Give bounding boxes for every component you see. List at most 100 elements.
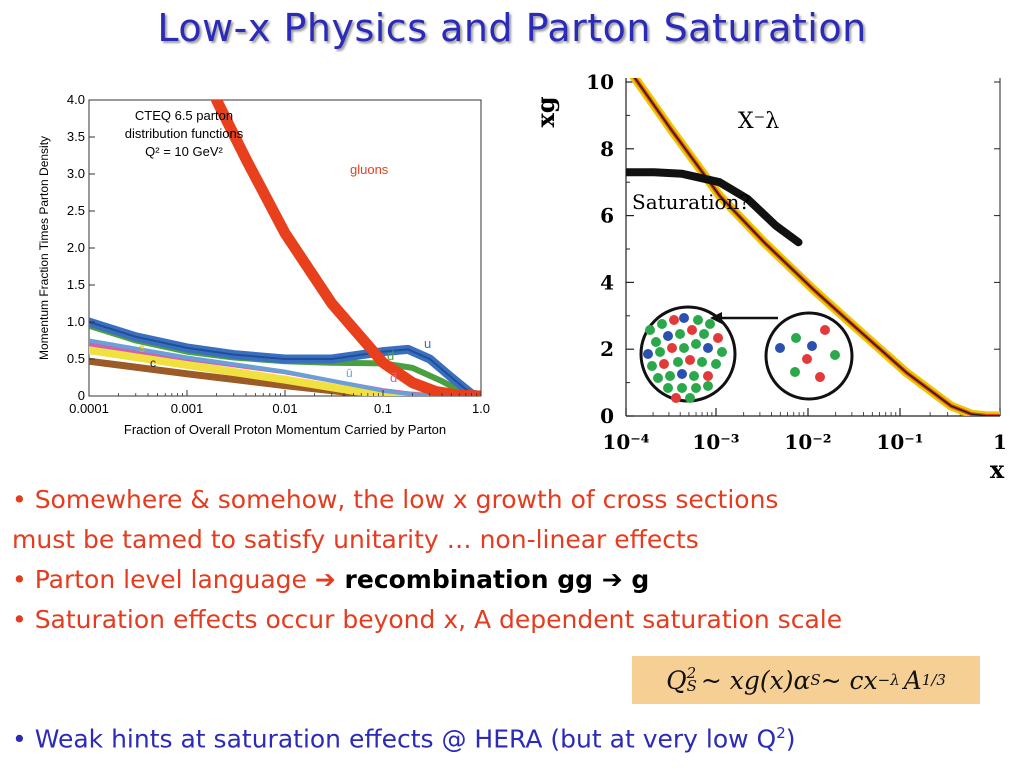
gluon-dot bbox=[703, 381, 713, 391]
gluon-dot bbox=[713, 333, 723, 343]
right-y-tick-label: 2 bbox=[600, 337, 614, 361]
right-x-axis-label: x bbox=[990, 455, 1005, 484]
formula-Q-sub: S bbox=[686, 677, 697, 695]
gluon-dot bbox=[677, 383, 687, 393]
gluon-dot bbox=[651, 337, 661, 347]
gluon-dot bbox=[669, 315, 679, 325]
gluon-dot bbox=[671, 393, 681, 403]
gluon-dot bbox=[697, 357, 707, 367]
bullet-unitarity-line2: must be tamed to satisfy unitarity … non… bbox=[12, 525, 699, 554]
right-y-tick-label: 8 bbox=[600, 137, 614, 161]
gluon-dot bbox=[830, 350, 840, 360]
gluon-dot bbox=[679, 343, 689, 353]
right-annotation-power: X⁻λ bbox=[738, 109, 779, 134]
gluon-dot bbox=[802, 354, 812, 364]
band-5 bbox=[89, 346, 434, 396]
gluon-dot bbox=[647, 361, 657, 371]
gluon-dot bbox=[657, 319, 667, 329]
left-y-axis-label: Momentum Fraction Times Parton Density bbox=[37, 136, 51, 360]
left-annotation-line3: Q² = 10 GeV² bbox=[145, 144, 223, 159]
bullet-parton-text: • Parton level language bbox=[12, 565, 315, 594]
formula-A: A bbox=[903, 665, 922, 695]
power-law-curve bbox=[634, 78, 1000, 416]
slide-title: Low-x Physics and Parton Saturation bbox=[157, 6, 867, 50]
formula-Q: Q bbox=[666, 665, 687, 695]
bullet-hera-hints: • Weak hints at saturation effects @ HER… bbox=[12, 724, 796, 753]
gluon-dot bbox=[717, 347, 727, 357]
left-x-tick-label: 0.01 bbox=[272, 401, 297, 416]
left-y-tick-label: 2.5 bbox=[67, 203, 85, 218]
hera-text: • Weak hints at saturation effects @ HER… bbox=[12, 724, 777, 754]
gluon-dot bbox=[685, 393, 695, 403]
gluon-dot bbox=[665, 371, 675, 381]
left-y-tick-label: 3.0 bbox=[67, 166, 85, 181]
gluon-dot bbox=[677, 369, 687, 379]
right-y-tick-label: 4 bbox=[600, 270, 614, 294]
bullet-saturation-scale: • Saturation effects occur beyond x, A d… bbox=[12, 605, 843, 634]
gluon-dot bbox=[691, 339, 701, 349]
gluon-dot bbox=[645, 325, 655, 335]
label-s: s bbox=[139, 341, 145, 355]
formula-exp: −λ bbox=[877, 671, 900, 689]
left-y-tick-label: 1.5 bbox=[67, 277, 85, 292]
left-y-tick-label: 0 bbox=[78, 388, 85, 403]
right-y-tick-label: 10 bbox=[586, 72, 614, 94]
left-x-tick-label: 0.0001 bbox=[69, 401, 109, 416]
gluon-dot bbox=[673, 357, 683, 367]
hera-sup: 2 bbox=[776, 724, 786, 742]
recombination-diagram bbox=[639, 305, 854, 403]
arrow-icon: ➔ bbox=[601, 565, 623, 594]
gluon-dot bbox=[679, 313, 689, 323]
left-y-tick-label: 4.0 bbox=[67, 92, 85, 107]
left-annotation-line1: CTEQ 6.5 parton bbox=[135, 108, 233, 123]
gluon-dot bbox=[775, 343, 785, 353]
gluon-dot bbox=[705, 319, 715, 329]
left-x-axis-label: Fraction of Overall Proton Momentum Carr… bbox=[124, 422, 446, 437]
label-dbar: d̄ bbox=[390, 370, 397, 385]
label-gluons: gluons bbox=[350, 162, 389, 177]
right-x-tick-label: 10⁻³ bbox=[692, 430, 739, 454]
left-x-tick-label: 0.001 bbox=[171, 401, 204, 416]
gluon-dot bbox=[791, 333, 801, 343]
gluon-dot bbox=[653, 373, 663, 383]
recombination-text: recombination gg bbox=[335, 565, 602, 594]
gluon-dot bbox=[667, 343, 677, 353]
recombination-arrowhead bbox=[710, 312, 722, 324]
band-u-outline bbox=[89, 321, 481, 396]
gluon-dot bbox=[663, 331, 673, 341]
right-x-tick-label: 1 bbox=[993, 430, 1007, 454]
gluon-dot bbox=[699, 329, 709, 339]
right-y-tick-label: 6 bbox=[600, 204, 614, 228]
left-y-tick-label: 3.5 bbox=[67, 129, 85, 144]
saturation-chart: 0 2 4 6 8 10 10⁻⁴ 10⁻³ 10⁻² 10⁻¹ 1 X⁻λ Saturation?… bbox=[532, 72, 1007, 484]
left-x-tick-label: 1.0 bbox=[472, 401, 490, 416]
left-y-tick-label: 1.0 bbox=[67, 314, 85, 329]
right-y-tick-label: 0 bbox=[600, 404, 614, 428]
bullet-parton-language: • Parton level language ➔ recombination … bbox=[12, 560, 1022, 600]
right-y-axis-label: xg bbox=[532, 96, 560, 127]
label-c: c bbox=[150, 356, 156, 370]
gluon-dot bbox=[790, 367, 800, 377]
formula-alpha-sub: S bbox=[810, 671, 821, 689]
gluon-dot bbox=[675, 329, 685, 339]
formula-Q-sup: 2 bbox=[686, 664, 697, 682]
gluon-dot bbox=[711, 359, 721, 369]
parton-density-chart: 0.0001 0.001 0.01 0.1 1.0 0 0.5 1.0 1.5 2.0 2.5 3.0… bbox=[37, 92, 490, 437]
gluon-dot bbox=[687, 325, 697, 335]
gluon-dot bbox=[807, 341, 817, 351]
formula-mid2: ~ cx bbox=[820, 665, 878, 695]
label-ubar: ū bbox=[346, 366, 353, 380]
gluon-dot bbox=[689, 371, 699, 381]
bullet-list: • Somewhere & somehow, the low x growth … bbox=[12, 480, 1022, 640]
formula-mid: ~ xg(x)α bbox=[700, 665, 811, 695]
left-y-tick-label: 0.5 bbox=[67, 351, 85, 366]
gluon-dot bbox=[815, 372, 825, 382]
right-x-tick-label: 10⁻² bbox=[784, 430, 831, 454]
gluon-dot bbox=[703, 371, 713, 381]
arrow-icon: ➔ bbox=[314, 565, 336, 594]
gluon-dot bbox=[663, 383, 673, 393]
gluon-dot bbox=[659, 359, 669, 369]
right-x-tick-label: 10⁻⁴ bbox=[602, 430, 649, 454]
left-annotation-line2: distribution functions bbox=[125, 126, 244, 141]
gluon-dot bbox=[691, 383, 701, 393]
